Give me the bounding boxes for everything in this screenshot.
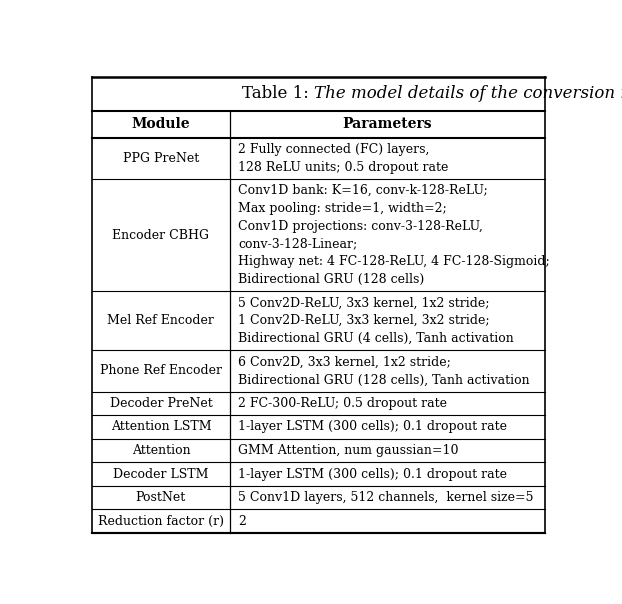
Text: 2: 2 bbox=[238, 515, 246, 528]
Text: Mel Ref Encoder: Mel Ref Encoder bbox=[108, 314, 215, 327]
Text: 1 Conv2D-ReLU, 3x3 kernel, 3x2 stride;: 1 Conv2D-ReLU, 3x3 kernel, 3x2 stride; bbox=[238, 314, 490, 327]
Text: Highway net: 4 FC-128-ReLU, 4 FC-128-Sigmoid;: Highway net: 4 FC-128-ReLU, 4 FC-128-Sig… bbox=[238, 255, 550, 268]
Text: Max pooling: stride=1, width=2;: Max pooling: stride=1, width=2; bbox=[238, 202, 447, 215]
Text: Encoder CBHG: Encoder CBHG bbox=[113, 228, 210, 242]
Text: 1-layer LSTM (300 cells); 0.1 dropout rate: 1-layer LSTM (300 cells); 0.1 dropout ra… bbox=[238, 467, 508, 481]
Text: Decoder LSTM: Decoder LSTM bbox=[113, 467, 208, 481]
Text: 1-layer LSTM (300 cells); 0.1 dropout rate: 1-layer LSTM (300 cells); 0.1 dropout ra… bbox=[238, 420, 508, 434]
Text: PPG PreNet: PPG PreNet bbox=[123, 152, 199, 165]
Text: Attention LSTM: Attention LSTM bbox=[111, 420, 211, 434]
Text: Reduction factor (r): Reduction factor (r) bbox=[98, 515, 224, 528]
Text: 128 ReLU units; 0.5 dropout rate: 128 ReLU units; 0.5 dropout rate bbox=[238, 161, 448, 173]
Text: Conv1D projections: conv-3-128-ReLU,: Conv1D projections: conv-3-128-ReLU, bbox=[238, 220, 483, 233]
Text: Table 1:: Table 1: bbox=[242, 85, 314, 102]
Text: Parameters: Parameters bbox=[343, 117, 432, 131]
Text: Bidirectional GRU (128 cells), Tanh activation: Bidirectional GRU (128 cells), Tanh acti… bbox=[238, 373, 530, 387]
Text: GMM Attention, num gaussian=10: GMM Attention, num gaussian=10 bbox=[238, 444, 459, 457]
Text: Conv1D bank: K=16, conv-k-128-ReLU;: Conv1D bank: K=16, conv-k-128-ReLU; bbox=[238, 184, 488, 197]
Text: 5 Conv1D layers, 512 channels,  kernel size=5: 5 Conv1D layers, 512 channels, kernel si… bbox=[238, 491, 534, 504]
Text: 2 FC-300-ReLU; 0.5 dropout rate: 2 FC-300-ReLU; 0.5 dropout rate bbox=[238, 397, 447, 410]
Text: Bidirectional GRU (128 cells): Bidirectional GRU (128 cells) bbox=[238, 273, 425, 286]
Text: conv-3-128-Linear;: conv-3-128-Linear; bbox=[238, 237, 358, 251]
Text: 5 Conv2D-ReLU, 3x3 kernel, 1x2 stride;: 5 Conv2D-ReLU, 3x3 kernel, 1x2 stride; bbox=[238, 297, 490, 309]
Text: Bidirectional GRU (4 cells), Tanh activation: Bidirectional GRU (4 cells), Tanh activa… bbox=[238, 332, 514, 345]
Text: Module: Module bbox=[132, 117, 190, 131]
Text: 6 Conv2D, 3x3 kernel, 1x2 stride;: 6 Conv2D, 3x3 kernel, 1x2 stride; bbox=[238, 356, 451, 368]
Text: Phone Ref Encoder: Phone Ref Encoder bbox=[100, 364, 222, 378]
Text: Decoder PreNet: Decoder PreNet bbox=[109, 397, 212, 410]
Text: 2 Fully connected (FC) layers,: 2 Fully connected (FC) layers, bbox=[238, 143, 430, 156]
Text: PostNet: PostNet bbox=[136, 491, 186, 504]
Text: The model details of the conversion model: The model details of the conversion mode… bbox=[314, 85, 622, 102]
Text: Attention: Attention bbox=[132, 444, 190, 457]
